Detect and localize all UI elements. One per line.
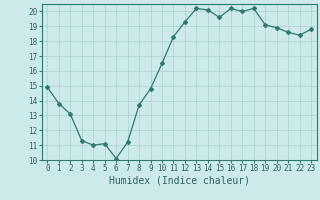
X-axis label: Humidex (Indice chaleur): Humidex (Indice chaleur) — [109, 176, 250, 186]
